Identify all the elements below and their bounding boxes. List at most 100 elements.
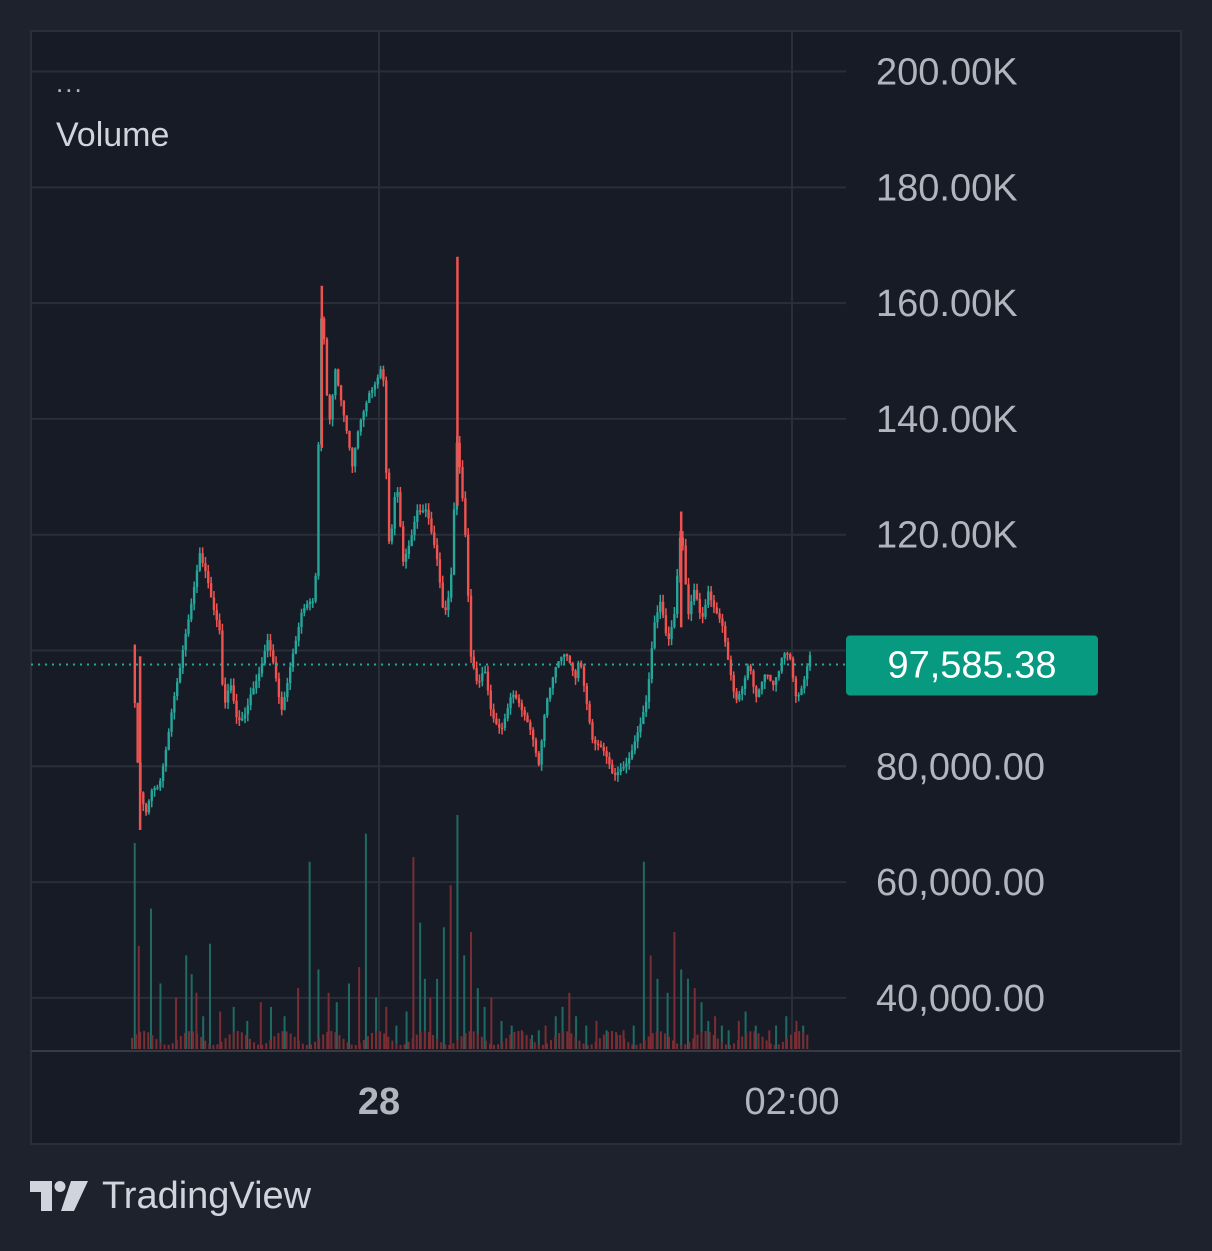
volume-bar [501,1041,504,1049]
candle-body [224,684,227,703]
candle-body [492,709,495,719]
candle-body [800,688,803,696]
candle-body [537,752,540,765]
volume-bar [737,1040,740,1049]
volume-bar [415,1034,418,1049]
candle-body [591,722,594,740]
candle-body [709,591,713,601]
volume-bar [155,1038,158,1049]
candle-body [435,544,439,560]
candle-body [255,681,258,689]
volume-bar [590,1044,593,1049]
volume-bar [562,1031,565,1049]
candle-body [413,521,416,536]
volume-bar [688,1041,691,1049]
volume-bar [672,1040,675,1049]
candle-body [399,491,402,527]
candle-body [724,625,727,642]
volume-bar [566,1031,569,1049]
volume-bar [442,927,445,1049]
volume-bar [765,1040,768,1049]
candle-body [517,698,521,704]
candle-body [520,703,524,711]
volume-bar [769,1043,772,1049]
candle-body [613,773,617,776]
candle-body [393,496,396,529]
candle-body [441,582,444,608]
candle-body [167,731,170,750]
candle-body [187,619,190,634]
legend-volume-label[interactable]: Volume [56,116,170,154]
candle-body [676,575,679,614]
candle-body [695,589,699,599]
volume-bar [330,1031,333,1049]
volume-bar [619,1034,622,1049]
candle-body [594,739,597,744]
candle-body [670,627,673,640]
volume-bar [594,1041,597,1049]
candle-body [235,700,238,718]
volume-bar [385,1006,388,1049]
candle-body [331,395,334,420]
legend-more-button[interactable]: ... [56,68,84,98]
candle-body [280,697,283,710]
volume-bar [354,1044,357,1049]
candle-body [667,633,670,640]
volume-bar [375,1031,378,1049]
candle-body [339,385,343,401]
volume-bar [236,1031,239,1049]
volume-bar [407,1041,410,1049]
volume-bar [195,992,198,1049]
candle-body [356,431,360,449]
volume-bar [761,1036,764,1049]
last-price-marker: 97,585.38 [31,635,1098,696]
candle-body [277,678,281,698]
candle-body [741,688,744,695]
candle-body [317,444,320,576]
volume-bar [554,1016,557,1049]
price-axis[interactable]: 200.00K 180.00K 160.00K 140.00K 120.00K 80,00… [876,52,1045,1020]
candle-body [184,633,187,651]
candle-body [774,677,778,685]
volume-bar [716,1038,719,1049]
volume-bar [737,1020,740,1049]
candle-body [376,377,379,385]
volume-bar [529,1038,532,1049]
volume-bar [253,1042,256,1049]
candle-body [650,648,653,680]
candle-body [630,750,634,759]
volume-bar [305,1044,308,1049]
volume-bar [666,992,669,1049]
candle-body [368,393,371,403]
candle-body [642,712,645,724]
candle-body [257,673,261,682]
candle-body [461,467,464,499]
candle-body [207,571,210,584]
volume-bar [490,997,493,1049]
volume-bar [171,1043,174,1049]
volume-bar [449,885,452,1049]
candle-body [204,563,207,572]
volume-bar [175,997,178,1049]
candle-body [534,739,538,753]
volume-bar [419,1031,422,1049]
candle-body [715,607,718,614]
candle-body [769,674,772,681]
volume-bar [541,1044,544,1049]
volume-bar [794,1031,797,1049]
volume-bar [545,1043,548,1049]
candle-body [328,395,331,420]
volume-bar [149,908,152,1049]
tradingview-attribution[interactable]: TradingView [30,1172,311,1220]
candle-body [240,718,244,721]
volume-bar [483,1006,486,1049]
volume-bar [741,1036,744,1049]
candle-body [732,675,735,692]
candle-body [743,678,747,689]
chart-frame[interactable] [30,30,1182,1145]
time-axis[interactable]: 28 02:00 [358,1081,840,1123]
volume-bar [208,1043,211,1049]
last-price-badge [846,635,1098,696]
candle-body [164,749,168,767]
